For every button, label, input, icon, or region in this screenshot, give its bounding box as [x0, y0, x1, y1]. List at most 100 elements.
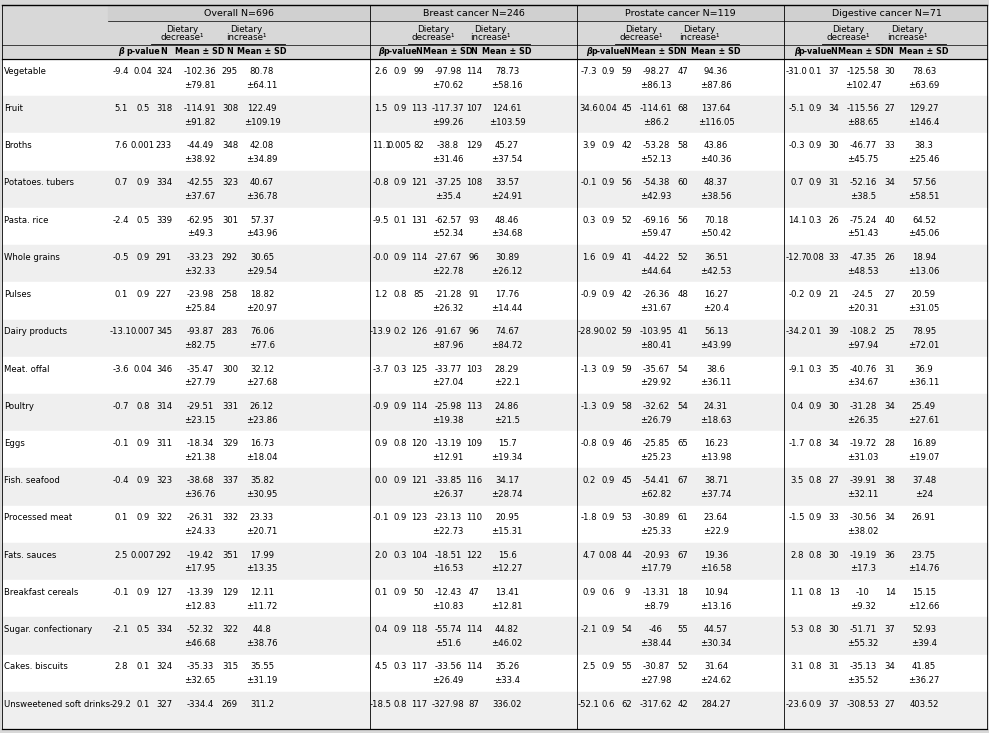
Text: 117: 117 — [411, 663, 427, 671]
Text: 0.1: 0.1 — [808, 67, 822, 75]
Bar — [2, 282, 987, 320]
Text: ±35.4: ±35.4 — [435, 192, 461, 202]
Text: ±32.33: ±32.33 — [184, 267, 216, 276]
Text: 339: 339 — [156, 216, 172, 225]
Text: Dietary: Dietary — [683, 24, 716, 34]
Text: ±27.98: ±27.98 — [640, 676, 672, 685]
Text: 314: 314 — [156, 402, 172, 410]
Text: -0.2: -0.2 — [789, 290, 805, 299]
Text: -13.31: -13.31 — [643, 588, 670, 597]
Text: 38.71: 38.71 — [704, 476, 728, 485]
Text: 52: 52 — [677, 253, 688, 262]
Text: 30: 30 — [884, 67, 895, 75]
Text: 58: 58 — [677, 141, 688, 150]
Text: ±40.36: ±40.36 — [700, 155, 732, 164]
Text: -10: -10 — [856, 588, 870, 597]
Text: ±28.74: ±28.74 — [492, 490, 523, 499]
Text: 24.86: 24.86 — [494, 402, 519, 410]
Text: ±103.59: ±103.59 — [489, 118, 525, 127]
Text: 50: 50 — [413, 588, 424, 597]
Text: ±13.35: ±13.35 — [246, 564, 278, 573]
Text: -52.32: -52.32 — [186, 625, 214, 634]
Text: 114: 114 — [411, 402, 427, 410]
Text: ±17.95: ±17.95 — [184, 564, 216, 573]
Text: ±45.06: ±45.06 — [908, 229, 940, 238]
Text: -0.1: -0.1 — [373, 513, 390, 523]
Text: 42: 42 — [677, 699, 688, 709]
Text: Processed meat: Processed meat — [4, 513, 72, 523]
Text: 0.6: 0.6 — [601, 588, 615, 597]
Text: 0.9: 0.9 — [394, 476, 406, 485]
Text: 283: 283 — [222, 328, 238, 336]
Text: 55: 55 — [622, 663, 632, 671]
Text: 34: 34 — [884, 513, 895, 523]
Text: 2.8: 2.8 — [115, 663, 128, 671]
Bar — [2, 208, 987, 245]
Text: ±27.61: ±27.61 — [908, 416, 940, 424]
Text: 30.65: 30.65 — [250, 253, 274, 262]
Text: -42.55: -42.55 — [186, 178, 214, 188]
Text: 3.9: 3.9 — [583, 141, 595, 150]
Text: ±80.41: ±80.41 — [640, 341, 672, 350]
Text: Fruit: Fruit — [4, 104, 23, 113]
Text: -0.5: -0.5 — [113, 253, 130, 262]
Text: ±48.53: ±48.53 — [848, 267, 879, 276]
Text: 0.8: 0.8 — [808, 550, 822, 560]
Text: 0.8: 0.8 — [808, 663, 822, 671]
Text: 15.15: 15.15 — [912, 588, 936, 597]
Text: 0.8: 0.8 — [394, 439, 406, 448]
Text: ±24.91: ±24.91 — [492, 192, 523, 202]
Text: -2.4: -2.4 — [113, 216, 130, 225]
Text: 1.5: 1.5 — [374, 104, 388, 113]
Text: ±19.38: ±19.38 — [432, 416, 464, 424]
Text: 0.3: 0.3 — [808, 364, 822, 374]
Text: -33.56: -33.56 — [434, 663, 462, 671]
Text: 17.99: 17.99 — [250, 550, 274, 560]
Text: 0.04: 0.04 — [134, 67, 152, 75]
Text: 295: 295 — [222, 67, 238, 75]
Text: -334.4: -334.4 — [186, 699, 214, 709]
Text: 39: 39 — [829, 328, 840, 336]
Text: 67: 67 — [677, 550, 688, 560]
Text: -19.42: -19.42 — [186, 550, 214, 560]
Text: -13.9: -13.9 — [370, 328, 392, 336]
Text: 0.8: 0.8 — [808, 439, 822, 448]
Text: 44: 44 — [622, 550, 632, 560]
Text: 28: 28 — [884, 439, 895, 448]
Text: Dietary: Dietary — [833, 24, 864, 34]
Text: 323: 323 — [222, 178, 238, 188]
Text: -21.28: -21.28 — [434, 290, 462, 299]
Text: ±14.76: ±14.76 — [908, 564, 940, 573]
Text: p-value: p-value — [591, 48, 625, 56]
Text: Mean ± SD: Mean ± SD — [483, 48, 532, 56]
Text: ±36.11: ±36.11 — [700, 378, 732, 387]
Text: 54: 54 — [677, 402, 688, 410]
Text: Mean ± SD: Mean ± SD — [237, 48, 287, 56]
Text: 26.12: 26.12 — [250, 402, 274, 410]
Text: 16.23: 16.23 — [704, 439, 728, 448]
Text: 0.3: 0.3 — [394, 663, 406, 671]
Text: 30.89: 30.89 — [494, 253, 519, 262]
Text: -12.7: -12.7 — [786, 253, 808, 262]
Text: ±12.81: ±12.81 — [492, 602, 523, 611]
Text: decrease¹: decrease¹ — [411, 32, 455, 42]
Text: 33: 33 — [829, 513, 840, 523]
Text: 0.4: 0.4 — [790, 402, 804, 410]
Text: Eggs: Eggs — [4, 439, 25, 448]
Text: -20.93: -20.93 — [643, 550, 670, 560]
Text: ±26.37: ±26.37 — [432, 490, 464, 499]
Text: ±64.11: ±64.11 — [246, 81, 278, 89]
Text: 311: 311 — [156, 439, 172, 448]
Text: -114.61: -114.61 — [640, 104, 673, 113]
Text: 10.94: 10.94 — [704, 588, 728, 597]
Text: ±12.27: ±12.27 — [492, 564, 523, 573]
Text: ±32.65: ±32.65 — [184, 676, 216, 685]
Text: 0.8: 0.8 — [394, 699, 406, 709]
Text: -0.3: -0.3 — [789, 141, 805, 150]
Text: -13.19: -13.19 — [434, 439, 462, 448]
Text: 301: 301 — [222, 216, 238, 225]
Text: 323: 323 — [156, 476, 172, 485]
Text: -44.22: -44.22 — [643, 253, 670, 262]
Text: 120: 120 — [411, 439, 427, 448]
Text: -52.16: -52.16 — [850, 178, 876, 188]
